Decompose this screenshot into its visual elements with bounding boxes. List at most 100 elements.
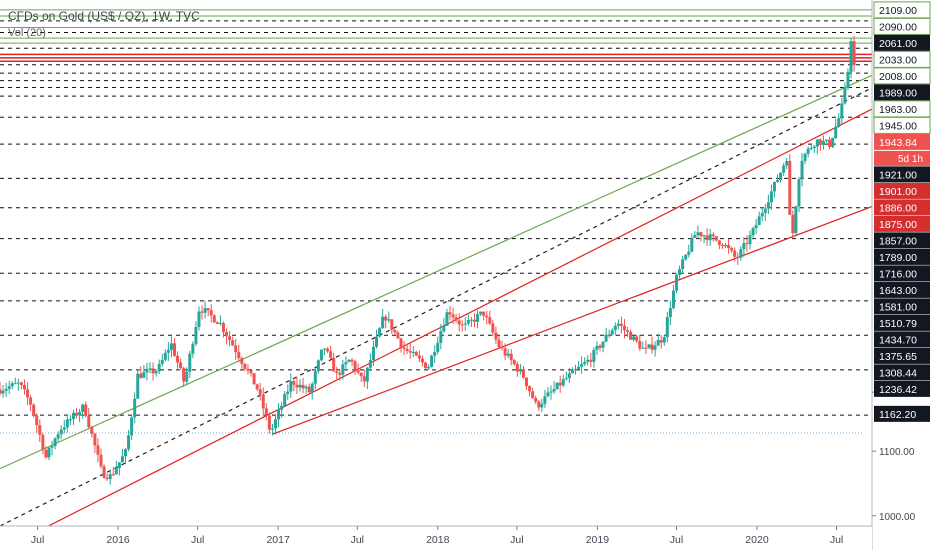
candle — [610, 327, 614, 336]
candle — [751, 226, 755, 240]
candle — [114, 460, 118, 476]
candle — [120, 448, 124, 463]
candle — [365, 366, 369, 390]
candle — [635, 334, 639, 344]
candle — [347, 359, 351, 363]
candle-body — [537, 401, 541, 408]
candle — [212, 314, 216, 323]
candle-body — [375, 336, 379, 347]
candle — [350, 358, 354, 367]
candle — [825, 139, 829, 143]
candle — [766, 194, 770, 215]
candle — [261, 387, 265, 417]
candle — [736, 252, 740, 265]
candle-body — [304, 386, 308, 389]
trendline-red — [272, 205, 873, 435]
candle — [335, 366, 339, 380]
candle — [482, 311, 486, 321]
candle — [552, 381, 556, 394]
candle-body — [157, 364, 161, 372]
price-label-tag: 1510.79 — [874, 314, 930, 331]
countdown-tag: 5d 1h — [874, 150, 930, 166]
candle — [408, 343, 412, 359]
candle — [699, 231, 703, 242]
candle — [451, 307, 455, 325]
candle — [852, 35, 856, 72]
candle — [29, 394, 33, 412]
candle — [157, 359, 161, 375]
candle — [815, 139, 819, 155]
candle — [411, 346, 415, 358]
candle — [166, 341, 170, 361]
candle-body — [641, 347, 645, 349]
candle — [93, 432, 97, 454]
candle-body — [598, 345, 602, 348]
candle-body — [772, 181, 776, 192]
candle-body — [68, 419, 72, 421]
candle-body — [518, 369, 522, 372]
price-label-tag: 2008.00 — [873, 67, 931, 85]
candle-body — [485, 315, 489, 318]
candle — [130, 415, 134, 440]
candle — [258, 382, 262, 401]
candle — [671, 284, 675, 310]
price-label-tag: 1901.00 — [874, 182, 930, 199]
candle-body — [41, 434, 45, 450]
trendline-red — [0, 108, 873, 552]
x-tick-label: 2018 — [426, 534, 450, 546]
candle-body — [298, 384, 302, 388]
candle — [448, 306, 452, 321]
candle-body — [234, 345, 238, 353]
x-tick-label: Jul — [670, 534, 683, 546]
candle-body — [727, 244, 731, 249]
candle-body — [203, 308, 207, 313]
candle-body — [693, 235, 697, 238]
candle — [243, 363, 247, 372]
candle — [301, 377, 305, 393]
candle — [145, 362, 149, 381]
candle — [730, 246, 734, 253]
candle — [678, 265, 682, 279]
candle-body — [852, 41, 856, 66]
candle — [469, 317, 473, 328]
candle — [500, 340, 504, 351]
candle-body — [35, 415, 39, 426]
price-label-text: 1716.00 — [879, 268, 917, 280]
candle — [274, 414, 278, 435]
candle-body — [607, 334, 611, 336]
candle-body — [803, 153, 807, 161]
candle-body — [751, 228, 755, 236]
candle — [509, 349, 513, 366]
candle — [151, 362, 155, 381]
candle-body — [368, 359, 372, 368]
candle — [84, 401, 88, 418]
price-label-tag: 2033.00 — [873, 50, 931, 68]
price-label-box — [874, 380, 930, 397]
candle — [641, 341, 645, 349]
candle-body — [163, 352, 167, 360]
candle-body — [769, 191, 773, 203]
candle-body — [791, 214, 795, 234]
candles — [0, 35, 856, 485]
candle — [38, 419, 42, 443]
candle — [693, 230, 697, 238]
candle-body — [840, 103, 844, 119]
candle — [720, 243, 724, 250]
candle — [656, 333, 660, 346]
candle — [846, 68, 850, 91]
candle-body — [65, 419, 69, 428]
candle-body — [849, 41, 853, 72]
candle-body — [714, 236, 718, 241]
candle — [742, 237, 746, 257]
candle-body — [169, 343, 173, 350]
candle-body — [583, 361, 587, 365]
candle-body — [90, 427, 94, 434]
candle-body — [381, 316, 385, 329]
candle-body — [71, 412, 75, 420]
candle-body — [776, 180, 780, 182]
price-label-tag: 1716.00 — [874, 265, 930, 282]
candle-body — [4, 388, 8, 391]
candle — [424, 361, 428, 369]
x-tick-label: Jul — [351, 534, 364, 546]
candle-body — [139, 373, 143, 378]
